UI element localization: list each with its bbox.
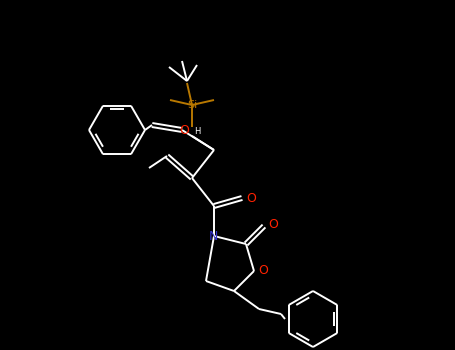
Text: O: O: [246, 191, 256, 204]
Text: Si: Si: [187, 100, 197, 110]
Text: H: H: [194, 127, 200, 136]
Text: O: O: [258, 265, 268, 278]
Text: O: O: [179, 124, 189, 136]
Text: O: O: [268, 217, 278, 231]
Text: N: N: [208, 231, 217, 244]
